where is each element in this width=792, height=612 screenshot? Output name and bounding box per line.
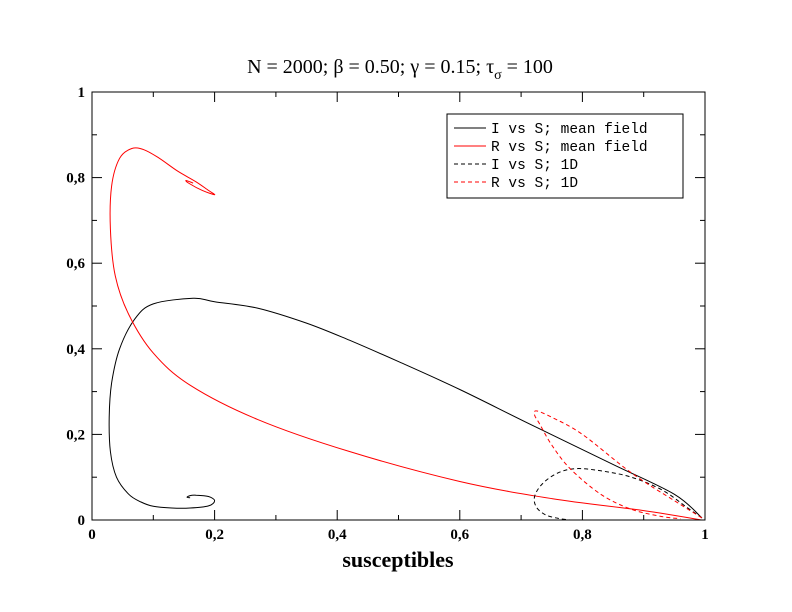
series-line-1 [108,297,703,519]
y-tick-label: 0,8 [66,171,85,187]
y-tick-label: 0 [78,513,86,529]
series-layer [108,147,703,521]
x-tick-label: 0,8 [573,527,592,543]
legend-label-1: I vs S; mean field [491,122,648,138]
series-line-4 [533,410,703,520]
y-tick-label: 0,2 [66,427,85,443]
series-line-3 [533,468,703,521]
legend: I vs S; mean field R vs S; mean field I vs… [446,113,684,199]
legend-box [446,113,684,199]
series-line-2 [109,147,702,521]
y-tick-label: 0,4 [66,342,85,358]
legend-label-3: I vs S; 1D [491,158,578,174]
legend-label-2: R vs S; mean field [491,140,648,156]
x-tick-label: 0 [88,527,96,543]
x-tick-label: 1 [701,527,709,543]
y-tick-label: 1 [78,85,86,101]
x-tick-label: 0,6 [450,527,469,543]
x-tick-label: 0,4 [328,527,347,543]
axes-layer: 0 0,2 0,4 0,6 0,8 1 0 0,2 0,4 0,6 0,8 1 [66,85,709,543]
x-tick-label: 0,2 [205,527,224,543]
y-tick-label: 0,6 [66,256,85,272]
chart-title: N = 2000; β = 0.50; γ = 0.15; τσ = 100 [247,56,553,83]
legend-label-4: R vs S; 1D [491,176,578,192]
x-axis-label: susceptibles [342,547,454,572]
